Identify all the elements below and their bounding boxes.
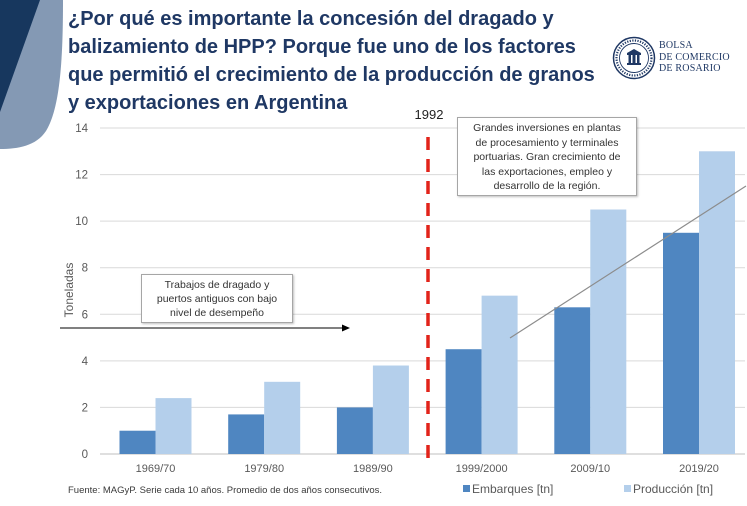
annotation-text-line: desarrollo de la región. xyxy=(493,180,601,192)
bar-embarques-1989-90 xyxy=(336,407,373,454)
annotation-text-line: de procesamiento y terminales xyxy=(475,136,619,149)
annotation-box-right: Grandes inversiones en plantas de proces… xyxy=(457,117,637,196)
bar-produccion-1989-90 xyxy=(372,365,409,454)
bar-produccion-2019-20 xyxy=(699,151,735,455)
logo-seal-icon xyxy=(612,36,656,80)
bar-embarques-1999-2000 xyxy=(445,349,482,454)
legend-label-produccion: Producción [tn] xyxy=(633,482,713,496)
trend-line xyxy=(509,185,747,339)
bar-embarques-1969-70 xyxy=(119,430,156,454)
seal-text-ring xyxy=(615,39,653,77)
y-tick-label: 2 xyxy=(82,402,88,414)
marker-label: 1992 xyxy=(414,107,444,122)
x-tick-label: 1989/90 xyxy=(353,463,393,475)
x-tick-label: 2009/10 xyxy=(570,463,610,475)
annotation-text-line: las exportaciones, empleo y xyxy=(481,165,613,178)
x-tick-label: 1979/80 xyxy=(244,463,284,475)
page-title-line: balizamiento de HPP? Porque fue uno de l… xyxy=(68,36,576,58)
x-tick-label: 1999/2000 xyxy=(456,463,508,475)
legend-label-embarques: Embarques [tn] xyxy=(472,482,553,496)
x-tick-label: 2019/20 xyxy=(679,463,719,475)
bar-embarques-2019-20 xyxy=(663,232,699,454)
y-tick-label: 4 xyxy=(82,356,89,368)
logo-text: BOLSA DE COMERCIO DE ROSARIO xyxy=(659,40,730,75)
seal-emblem xyxy=(627,49,641,65)
y-tick-label: 12 xyxy=(75,170,88,182)
y-axis-label: Toneladas xyxy=(62,263,76,318)
annotation-text-line: Grandes inversiones en plantas xyxy=(473,122,621,134)
bar-embarques-2009-10 xyxy=(554,307,591,454)
arrow-head-icon xyxy=(342,324,350,332)
bar-produccion-1979-80 xyxy=(264,381,301,454)
logo-text-line: DE COMERCIO xyxy=(659,51,730,63)
bar-produccion-1969-70 xyxy=(155,398,192,454)
logo-text-line: BOLSA xyxy=(659,40,693,51)
x-tick-label: 1969/70 xyxy=(136,463,176,475)
page-title: ¿Por qué es importante la concesión del … xyxy=(68,5,595,117)
annotation-box-left: Trabajos de dragado y puertos antiguos c… xyxy=(141,274,293,323)
source-note: Fuente: MAGyP. Serie cada 10 años. Prome… xyxy=(68,485,383,496)
corner-band-dark xyxy=(0,0,40,112)
y-tick-label: 14 xyxy=(75,123,88,135)
annotation-text-line: puertos antiguos con bajo xyxy=(156,293,278,305)
legend-swatch-produccion xyxy=(624,485,631,492)
bar-produccion-2009-10 xyxy=(590,209,627,454)
page-title-line: y exportaciones en Argentina xyxy=(68,92,348,114)
annotation-text-line: Trabajos de dragado y xyxy=(164,279,270,291)
bar-embarques-1979-80 xyxy=(228,414,265,454)
page-title-line: que permitió el crecimiento de la produc… xyxy=(68,64,595,86)
bar-produccion-1999-2000 xyxy=(481,295,518,454)
legend-swatch-embarques xyxy=(463,485,470,492)
seal-inner-ring xyxy=(619,43,649,73)
annotation-text-line: portuarias. Gran crecimiento de xyxy=(473,151,621,163)
logo-text-line: DE ROSARIO xyxy=(659,63,721,74)
y-tick-label: 10 xyxy=(75,216,88,228)
page-title-line: ¿Por qué es importante la concesión del … xyxy=(68,8,554,30)
y-tick-label: 6 xyxy=(82,309,88,321)
y-tick-label: 0 xyxy=(82,449,88,461)
corner-decoration xyxy=(0,0,63,149)
y-tick-label: 8 xyxy=(82,263,88,275)
annotation-text-line: nivel de desempeño xyxy=(170,307,264,319)
